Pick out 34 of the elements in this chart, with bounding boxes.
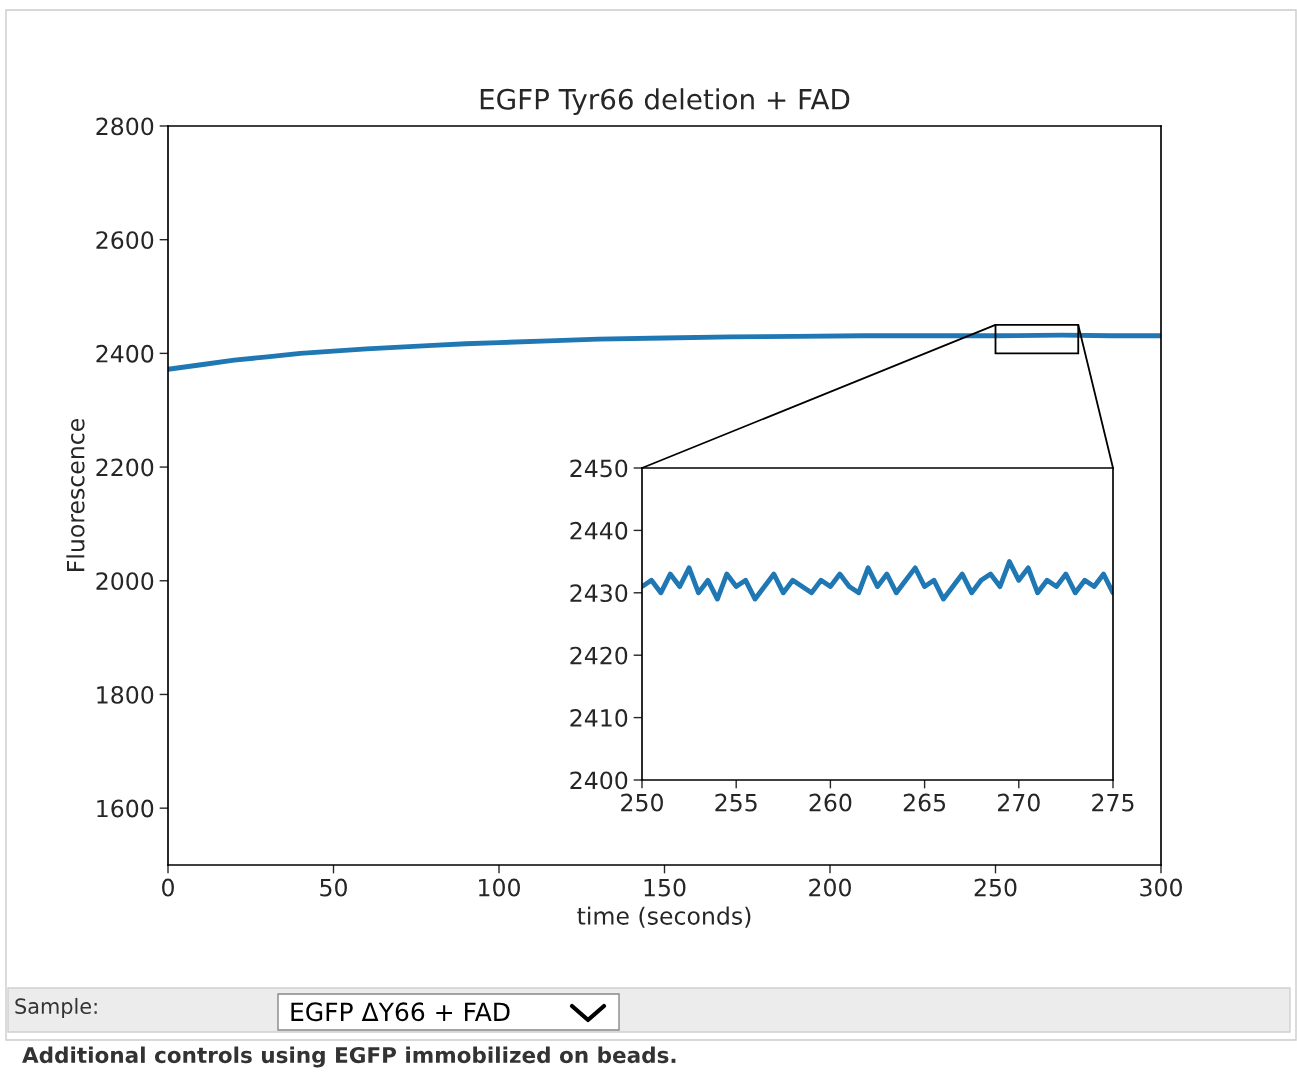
x-tick-label: 250 (621, 793, 663, 812)
text: Sample: (15, 997, 97, 1019)
x-tick-label: 265 (903, 793, 946, 812)
line-series (642, 559, 1113, 602)
line-series (168, 332, 1161, 372)
y-axis-title: Fluorescence (66, 418, 85, 571)
y-tick-label: 2000 (96, 572, 154, 591)
x-tick-label: 150 (644, 878, 686, 897)
y-tick-label: 2600 (96, 231, 154, 249)
x-axis-title: time (seconds) (577, 906, 751, 928)
x-tick-label: 200 (809, 878, 851, 897)
y-tick-label: 2200 (96, 458, 154, 477)
x-tick-label: 0 (162, 878, 174, 897)
y-tick-label: 2440 (570, 521, 628, 540)
y-tick-label: 1800 (97, 685, 154, 704)
y-tick-label: 2400 (570, 771, 628, 790)
y-tick-label: 1600 (97, 799, 154, 818)
x-tick-label: 270 (998, 793, 1040, 812)
y-tick-label: 2800 (96, 117, 154, 136)
x-tick-label: 250 (974, 878, 1017, 897)
text: Additional controls using EGFP immobilized on beads. (22, 1046, 676, 1068)
y-tick-label: 2450 (570, 459, 628, 478)
x-tick-label: 260 (809, 793, 852, 812)
y-tick-label: 2420 (570, 646, 628, 665)
x-tick-label: 50 (320, 878, 347, 897)
x-tick-label: 300 (1140, 878, 1182, 897)
x-tick-label: 255 (715, 793, 757, 812)
y-tick-label: 2430 (570, 584, 628, 603)
y-tick-label: 2410 (570, 709, 628, 727)
x-tick-label: 100 (479, 878, 520, 897)
y-tick-label: 2400 (96, 344, 154, 363)
chart-title: EGFP Tyr66 deletion + FAD (480, 88, 850, 116)
x-tick-label: 275 (1092, 793, 1134, 812)
text: EGFP ΔY66 + FAD (291, 1002, 510, 1022)
